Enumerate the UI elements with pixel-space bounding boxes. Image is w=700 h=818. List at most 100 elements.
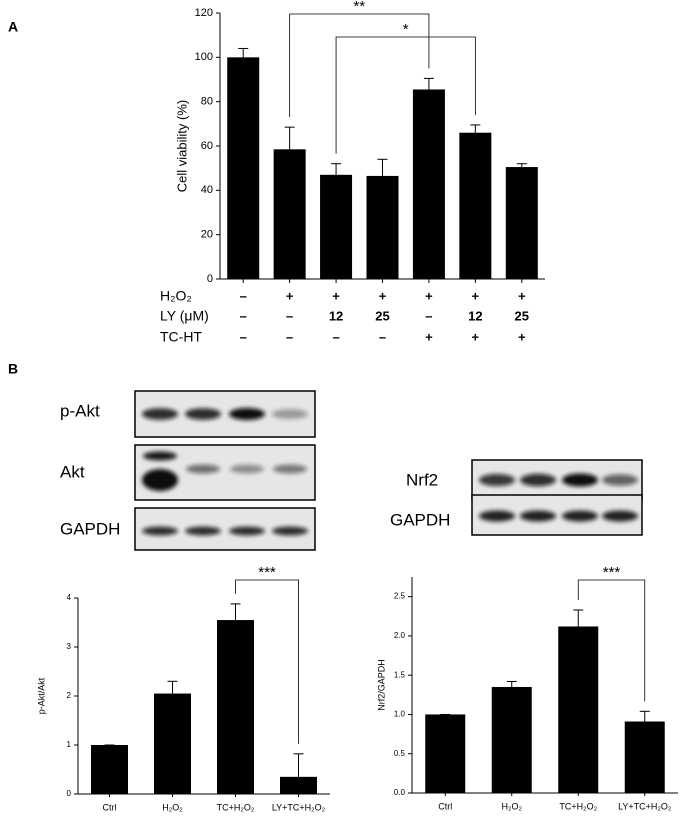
y-tick-label: 2.0 bbox=[394, 631, 406, 640]
bar bbox=[412, 89, 445, 279]
panel-label: B bbox=[8, 361, 18, 377]
blot-label: GAPDH bbox=[390, 510, 450, 529]
bar bbox=[217, 620, 254, 794]
table-cell: + bbox=[425, 329, 433, 344]
y-axis-label: Nrf2/GAPDH bbox=[376, 659, 386, 711]
table-cell: – bbox=[286, 329, 293, 344]
error-bar bbox=[506, 680, 517, 687]
y-tick-label: 1 bbox=[67, 740, 72, 749]
table-cell: + bbox=[518, 329, 526, 344]
row-label: LY (μM) bbox=[160, 308, 209, 324]
blot-band bbox=[142, 469, 178, 491]
table-cell: 12 bbox=[468, 308, 482, 323]
table-cell: 25 bbox=[515, 308, 529, 323]
y-tick-label: 0 bbox=[207, 273, 213, 285]
y-axis-label: Cell viability (%) bbox=[174, 100, 189, 192]
blot-band bbox=[185, 408, 221, 420]
table-cell: 25 bbox=[375, 308, 389, 323]
blot-label: p-Akt bbox=[60, 401, 100, 420]
blot-band bbox=[143, 451, 177, 461]
significance-label: *** bbox=[258, 564, 276, 581]
error-bar bbox=[573, 609, 584, 627]
y-tick-label: 4 bbox=[67, 593, 72, 602]
x-tick-label: LY+TC+H₂O₂ bbox=[272, 802, 326, 812]
y-tick-label: 1.5 bbox=[394, 670, 406, 679]
y-tick-label: 0 bbox=[67, 789, 72, 798]
blot-band bbox=[520, 473, 556, 487]
blot-band bbox=[272, 408, 308, 420]
table-cell: + bbox=[472, 329, 480, 344]
table-cell: + bbox=[332, 288, 340, 303]
bar bbox=[320, 174, 353, 279]
error-bar bbox=[470, 124, 481, 133]
significance-label: * bbox=[403, 21, 409, 38]
bar bbox=[91, 745, 128, 794]
y-tick-label: 1.0 bbox=[394, 710, 406, 719]
bar bbox=[459, 132, 492, 279]
error-bar bbox=[331, 163, 342, 175]
blot-band bbox=[142, 408, 178, 420]
blot-band bbox=[185, 526, 221, 536]
error-bar bbox=[516, 163, 527, 168]
blot-label: GAPDH bbox=[60, 519, 120, 538]
bar bbox=[624, 721, 665, 793]
bar bbox=[227, 57, 260, 280]
panel-label: A bbox=[8, 19, 18, 35]
bar bbox=[558, 626, 599, 793]
x-tick-label: Ctrl bbox=[103, 802, 117, 812]
blot-band bbox=[230, 464, 264, 474]
y-tick-label: 20 bbox=[201, 229, 213, 241]
table-cell: – bbox=[240, 308, 247, 323]
significance-label: *** bbox=[603, 564, 621, 581]
blot-band bbox=[562, 473, 598, 487]
blot-band bbox=[272, 526, 308, 536]
error-bar bbox=[293, 753, 304, 777]
y-tick-label: 80 bbox=[201, 96, 213, 108]
y-tick-label: 0.5 bbox=[394, 749, 406, 758]
y-tick-label: 3 bbox=[67, 642, 72, 651]
table-cell: 12 bbox=[329, 308, 343, 323]
row-label: TC-HT bbox=[160, 329, 202, 345]
blot-band bbox=[520, 510, 556, 522]
error-bar bbox=[230, 603, 241, 621]
bar bbox=[505, 167, 538, 279]
bar bbox=[154, 693, 191, 794]
table-cell: + bbox=[425, 288, 433, 303]
table-cell: – bbox=[332, 329, 339, 344]
x-tick-label: Ctrl bbox=[438, 801, 452, 811]
blot-label: Akt bbox=[60, 462, 85, 481]
x-tick-label: TC+H₂O₂ bbox=[559, 801, 597, 811]
y-axis-label: p-Akt/Akt bbox=[36, 677, 46, 714]
error-bar bbox=[238, 47, 249, 58]
blot-band bbox=[562, 510, 598, 522]
table-cell: + bbox=[518, 288, 526, 303]
table-cell: – bbox=[240, 288, 247, 303]
blot-band bbox=[186, 464, 220, 474]
error-bar bbox=[284, 126, 295, 150]
y-tick-label: 0.0 bbox=[394, 788, 406, 797]
blot-label: Nrf2 bbox=[406, 470, 438, 489]
table-cell: – bbox=[425, 308, 432, 323]
table-cell: – bbox=[379, 329, 386, 344]
table-cell: – bbox=[240, 329, 247, 344]
bar bbox=[280, 776, 317, 794]
y-tick-label: 100 bbox=[195, 51, 213, 63]
bar bbox=[366, 175, 399, 279]
error-bar bbox=[377, 158, 388, 176]
blot-band bbox=[479, 510, 515, 522]
error-bar bbox=[423, 77, 434, 90]
significance-label: ** bbox=[353, 0, 365, 15]
error-bar bbox=[639, 710, 650, 722]
bar bbox=[273, 149, 306, 279]
blot-band bbox=[229, 526, 265, 536]
x-tick-label: LY+TC+H₂O₂ bbox=[618, 801, 672, 811]
x-tick-label: TC+H₂O₂ bbox=[217, 802, 255, 812]
y-tick-label: 60 bbox=[201, 140, 213, 152]
blot-band bbox=[142, 526, 178, 536]
y-tick-label: 120 bbox=[195, 7, 213, 19]
significance-bracket bbox=[335, 36, 476, 154]
row-label: H₂O₂ bbox=[160, 288, 192, 304]
blot-band bbox=[602, 474, 638, 486]
blot-band bbox=[229, 408, 265, 420]
